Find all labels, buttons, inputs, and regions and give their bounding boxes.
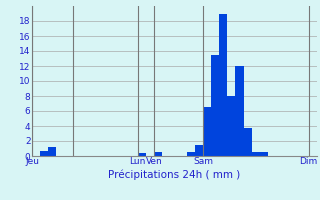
Bar [211, 55, 219, 156]
Bar [260, 152, 268, 156]
Bar [195, 145, 203, 156]
Bar [48, 147, 56, 156]
Bar [236, 66, 244, 156]
X-axis label: Précipitations 24h ( mm ): Précipitations 24h ( mm ) [108, 169, 241, 180]
Bar [203, 107, 211, 156]
Bar [244, 128, 252, 156]
Bar [138, 153, 146, 156]
Bar [252, 152, 260, 156]
Bar [187, 152, 195, 156]
Bar [219, 14, 227, 156]
Bar [154, 152, 162, 156]
Bar [40, 151, 48, 156]
Bar [227, 96, 236, 156]
